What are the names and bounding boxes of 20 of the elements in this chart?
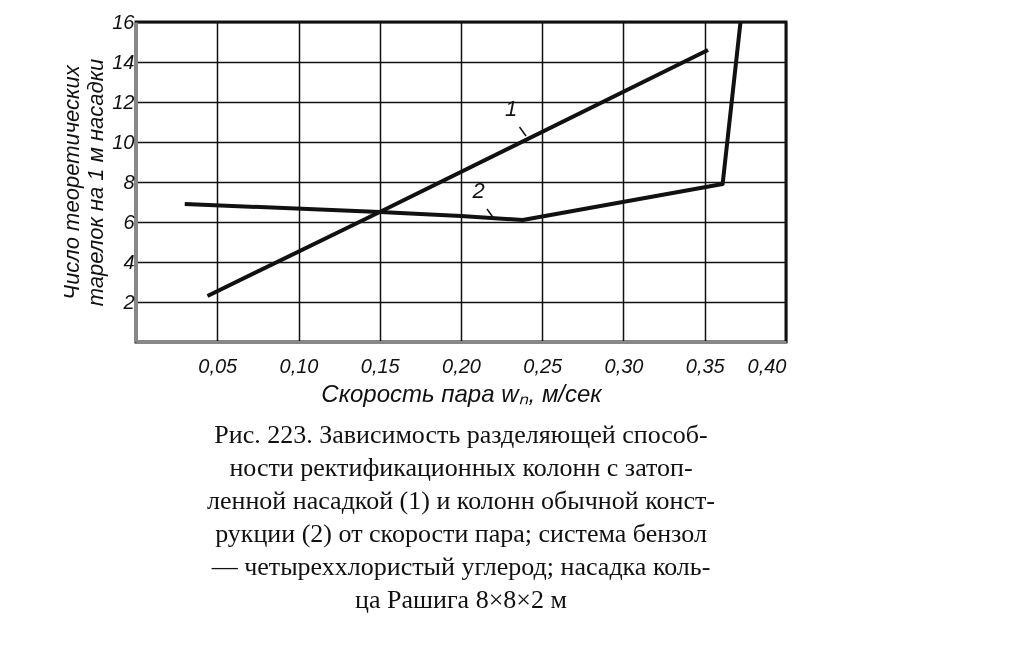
x-tick-label: 0,05	[198, 354, 239, 377]
y-tick-label: 2	[122, 290, 135, 313]
x-tick-label: 0,15	[360, 354, 401, 377]
y-axis-title: Число теоретических тарелок на 1 м насадки	[59, 58, 109, 307]
x-tick-label: 0,40	[747, 354, 787, 377]
x-tick-label: 0,25	[523, 354, 564, 377]
annotation: 2	[471, 178, 485, 203]
x-tick-label: 0,30	[604, 354, 644, 377]
x-axis-title: Скорость пара wₙ, м/сек	[321, 379, 604, 407]
x-tick-label: 0,35	[685, 354, 726, 377]
y-tick-label: 4	[123, 250, 135, 273]
y-tick-label: 16	[112, 10, 136, 33]
y-tick-label: 10	[112, 130, 135, 153]
y-tick-label: 14	[112, 50, 135, 73]
y-tick-label: 12	[112, 90, 135, 113]
x-tick-label: 0,20	[442, 354, 481, 377]
y-tick-label: 8	[123, 170, 135, 193]
x-tick-label: 0,10	[279, 354, 319, 377]
y-tick-label: 6	[123, 210, 136, 233]
text: Рис. 223. Зависимость разделяющей способ- ности ректификационных колонн с затоп- ленной насадкой (1) и колонн обычной конст- рукции (2) от скорости пара; система бензол — четыреххлористый углерод; насадка коль- ца Рашига 8×8×2 м	[207, 420, 715, 614]
